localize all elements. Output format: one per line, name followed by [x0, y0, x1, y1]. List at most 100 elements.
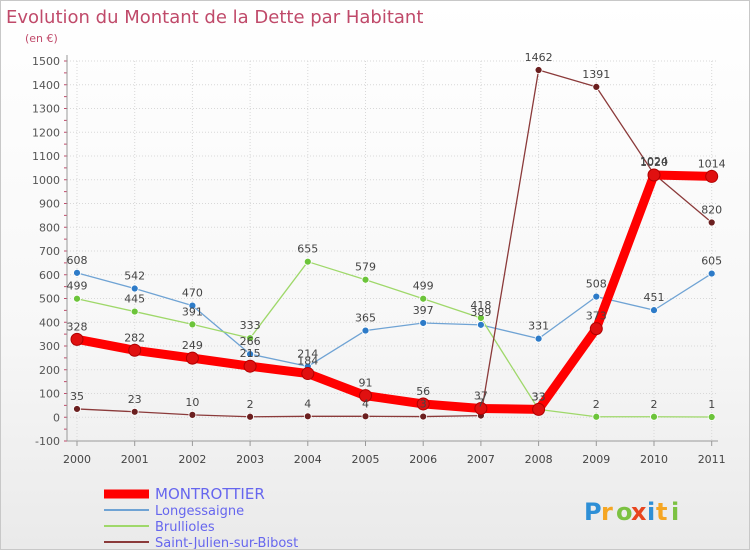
data-label: 3	[420, 398, 427, 411]
logo-letter: r	[601, 498, 613, 526]
data-label: 328	[67, 320, 88, 333]
data-label: 331	[528, 320, 549, 333]
y-tick-label: 1300	[32, 103, 60, 116]
data-label: 1024	[640, 155, 668, 168]
data-point	[73, 294, 81, 303]
data-point	[130, 407, 139, 416]
data-point	[419, 294, 428, 303]
series-line-2	[76, 261, 713, 418]
x-tick-label: 2005	[352, 453, 380, 466]
data-label: 820	[701, 204, 722, 217]
legend-label: Saint-Julien-sur-Bibost	[155, 536, 298, 550]
data-point	[361, 326, 370, 335]
data-point	[359, 389, 372, 403]
data-point	[128, 343, 142, 357]
data-label: 508	[586, 278, 607, 291]
chart-subtitle: (en €)	[25, 32, 58, 45]
data-label: 391	[182, 305, 203, 318]
series-markers	[70, 66, 719, 421]
x-tick-label: 2002	[178, 453, 206, 466]
data-label: 10	[185, 396, 199, 409]
y-tick-label: 200	[39, 364, 60, 377]
data-point	[416, 397, 430, 411]
data-label: 33	[532, 390, 546, 403]
y-tick-label: 100	[39, 388, 60, 401]
x-tick-label: 2000	[63, 453, 91, 466]
data-label: 4	[304, 397, 311, 410]
data-point	[476, 320, 485, 329]
y-tick-label: 500	[39, 293, 60, 306]
data-point	[73, 268, 81, 277]
data-label: 184	[297, 355, 318, 368]
data-label: 470	[182, 287, 203, 300]
data-point	[532, 402, 546, 416]
data-label: 499	[413, 280, 434, 293]
data-label: 2	[651, 398, 658, 411]
data-label: 37	[474, 389, 488, 402]
legend-label: Brullioles	[155, 520, 215, 535]
y-tick-label: 1100	[32, 150, 60, 163]
data-label: 389	[470, 306, 491, 319]
x-tick-label: 2006	[409, 453, 437, 466]
data-label: 1014	[698, 157, 726, 170]
y-tick-label: 300	[39, 340, 60, 353]
series-line-3	[76, 69, 713, 418]
data-point	[419, 319, 428, 327]
y-tick-label: 400	[39, 316, 60, 329]
y-tick-label: 1000	[32, 174, 60, 187]
legend-label: Longessaigne	[155, 504, 244, 519]
data-point	[301, 367, 315, 381]
grid	[67, 60, 718, 442]
data-label: 2	[593, 398, 600, 411]
x-tick-label: 2007	[467, 453, 495, 466]
data-point	[650, 412, 658, 421]
data-point	[361, 275, 370, 284]
series-lines	[72, 69, 717, 418]
data-point	[185, 351, 199, 365]
y-tick-label: 600	[39, 269, 60, 282]
data-point	[130, 307, 139, 316]
data-point	[130, 284, 139, 293]
data-label: 4	[362, 397, 369, 410]
data-label: 451	[644, 291, 665, 304]
data-point	[707, 218, 716, 227]
data-point	[246, 412, 255, 421]
data-point	[188, 301, 197, 310]
data-label: 23	[128, 393, 142, 406]
data-label: 33	[532, 390, 546, 403]
data-label: 282	[124, 331, 145, 344]
data-point	[707, 269, 716, 278]
data-label: 1462	[525, 51, 553, 64]
data-label: 1	[708, 398, 715, 411]
logo-letter: x	[631, 498, 647, 526]
data-point	[73, 405, 81, 413]
data-label: 7	[477, 397, 484, 410]
x-tick-label: 2008	[525, 453, 553, 466]
data-point	[476, 314, 485, 322]
data-point	[188, 320, 197, 329]
data-point	[361, 412, 370, 421]
data-label: 266	[240, 335, 261, 348]
data-label: 499	[67, 280, 88, 293]
x-tick-label: 2009	[582, 453, 610, 466]
legend-label: MONTROTTIER	[155, 485, 265, 503]
series-line-0	[72, 170, 717, 414]
logo-letter: o	[616, 498, 633, 526]
data-point	[647, 168, 661, 182]
x-tick-label: 2004	[294, 453, 322, 466]
y-tick-label: 1400	[32, 79, 60, 92]
data-label: 1391	[582, 68, 610, 81]
data-point	[303, 257, 312, 266]
y-tick-label: 1200	[32, 126, 60, 139]
data-point	[303, 412, 312, 421]
y-tick-label: 800	[39, 221, 60, 234]
data-point	[534, 334, 543, 343]
data-label: 214	[297, 347, 318, 360]
data-point	[707, 413, 716, 421]
data-point	[592, 292, 601, 301]
data-label: 655	[297, 243, 318, 256]
legend: MONTROTTIERLongessaigneBrulliolesSaint-J…	[104, 485, 298, 550]
